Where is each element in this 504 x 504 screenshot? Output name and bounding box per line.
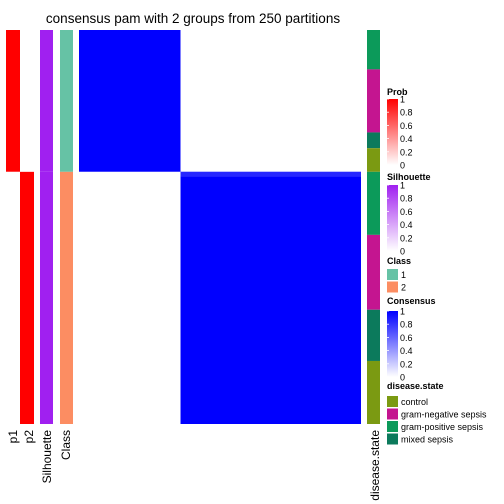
prob-legend-tick-label: 0.6 (400, 121, 413, 131)
class-legend-title: Class (387, 256, 411, 266)
disease-state-run-6 (367, 234, 380, 310)
disease-state-run-4 (367, 148, 380, 172)
class-legend-swatch (387, 281, 398, 293)
consensus-legend-tick-label: 0.2 (400, 359, 413, 369)
silhouette-legend-tick-label: 0 (400, 247, 405, 257)
consensus-legend-gradient (387, 311, 398, 377)
disease-state-run-3 (367, 132, 380, 149)
silhouette-track-class-2 (40, 171, 53, 424)
prob-legend-title: Prob (387, 87, 408, 97)
disease-state-legend-title: disease.state (387, 381, 444, 391)
p1-track-class-2 (6, 171, 20, 424)
legends: Prob10.80.60.40.20Silhouette10.80.60.40.… (387, 87, 487, 445)
disease-state-track (367, 30, 380, 424)
consensus-legend-title: Consensus (387, 296, 436, 306)
silhouette-legend-tick-label: 0.8 (400, 194, 413, 204)
consensus-block-2-1 (79, 171, 181, 424)
disease-state-run-8 (367, 360, 380, 424)
consensus-legend-tick-label: 1 (400, 307, 405, 317)
silhouette-track-class-1 (40, 30, 53, 172)
consensus-legend-tick-label: 0.6 (400, 333, 413, 343)
silhouette-legend-tick-label: 0.6 (400, 207, 413, 217)
silhouette-legend-gradient (387, 185, 398, 251)
p2-track-class-2 (20, 171, 34, 424)
column-label-disease-state: disease.state (368, 430, 382, 501)
column-labels: p1 p2 Silhouette Class disease.state (6, 430, 382, 501)
consensus-block-2-2 (180, 171, 361, 424)
silhouette-legend-title: Silhouette (387, 172, 431, 182)
prob-legend-tick-label: 0 (400, 161, 405, 171)
p1-track-class-1 (6, 30, 20, 172)
disease-state-run-7 (367, 309, 380, 361)
silhouette-legend-tick-label: 0.2 (400, 233, 413, 243)
class-legend-swatch (387, 269, 398, 280)
disease-state-legend-swatch (387, 396, 398, 407)
annotation-tracks (6, 30, 73, 424)
prob-legend-tick-label: 1 (400, 95, 405, 105)
column-label-p2: p2 (22, 430, 36, 444)
disease-state-legend-label: gram-negative sepsis (401, 410, 487, 420)
disease-state-legend-label: mixed sepsis (401, 435, 454, 445)
disease-state-legend-swatch (387, 421, 398, 432)
silhouette-legend-tick-label: 0.4 (400, 220, 413, 230)
consensus-block-1-1 (79, 30, 181, 172)
disease-state-legend-swatch (387, 433, 398, 445)
chart-title: consensus pam with 2 groups from 250 par… (46, 11, 340, 26)
class-legend-label: 2 (401, 283, 406, 293)
disease-state-legend-label: control (401, 397, 428, 407)
column-label-p1: p1 (6, 430, 20, 444)
consensus-block-2-2-edge (180, 171, 361, 177)
class-legend-label: 1 (401, 270, 406, 280)
disease-state-legend-swatch (387, 408, 398, 420)
disease-state-run-2 (367, 69, 380, 133)
consensus-block-1-2 (180, 30, 361, 172)
prob-legend-tick-label: 0.2 (400, 147, 413, 157)
silhouette-legend-tick-label: 1 (400, 181, 405, 191)
consensus-matrix (79, 30, 361, 424)
consensus-legend-tick-label: 0.4 (400, 346, 413, 356)
class-track-class-2 (60, 171, 73, 424)
class-track-class-1 (60, 30, 73, 172)
column-label-class: Class (59, 430, 73, 460)
prob-legend-tick-label: 0.8 (400, 108, 413, 118)
column-label-silhouette: Silhouette (40, 430, 54, 484)
disease-state-run-5 (367, 171, 380, 235)
prob-legend-gradient (387, 99, 398, 165)
p2-track-class-1 (20, 30, 34, 172)
prob-legend-tick-label: 0.4 (400, 134, 413, 144)
consensus-legend-tick-label: 0 (400, 373, 405, 383)
disease-state-legend-label: gram-positive sepsis (401, 422, 484, 432)
consensus-legend-tick-label: 0.8 (400, 320, 413, 330)
disease-state-run-1 (367, 30, 380, 70)
